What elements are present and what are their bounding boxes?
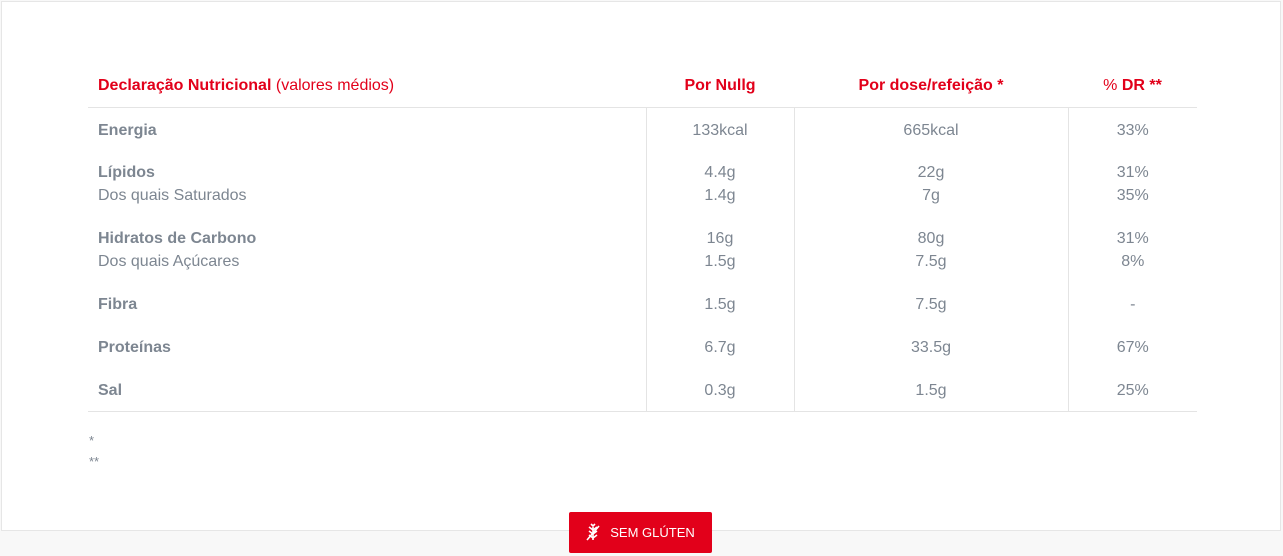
row-label: Sal	[88, 368, 646, 412]
value-dr: 25%	[1067, 368, 1197, 412]
value: 22g	[917, 164, 945, 181]
gluten-free-button[interactable]: SEM GLÚTEN	[569, 512, 712, 553]
sub-nutrient-name: Dos quais Açúcares	[98, 253, 240, 270]
header-per-100g: Por Nullg	[646, 65, 794, 108]
row-label: Energia	[88, 107, 646, 150]
dr-label: DR **	[1121, 76, 1162, 94]
sub-value: 8%	[1121, 253, 1145, 270]
value-per-dose: 1.5g	[793, 368, 1068, 412]
header-dr: % DR **	[1068, 65, 1197, 108]
value-per-dose: 7.5g	[793, 282, 1068, 325]
footnote-1: *	[89, 433, 95, 448]
value-dr: 31% 35%	[1067, 150, 1197, 216]
title-text: Declaração Nutricional	[98, 76, 272, 94]
value: 80g	[917, 230, 945, 247]
sub-value: 35%	[1116, 187, 1149, 204]
value-per-100g: 1.5g	[645, 282, 794, 325]
row-label: Fibra	[88, 282, 646, 325]
value: 16g	[706, 230, 734, 247]
value-per-100g: 4.4g 1.4g	[645, 150, 794, 216]
value-dr: 67%	[1067, 325, 1197, 368]
dr-prefix: %	[1103, 76, 1118, 94]
table-row: Sal 0.3g 1.5g 25%	[88, 368, 1197, 412]
sub-value: 7.5g	[915, 253, 947, 270]
value-dr: 33%	[1067, 107, 1197, 150]
sub-value: 1.5g	[704, 253, 736, 270]
table-row: Hidratos de Carbono Dos quais Açúcares 16…	[88, 216, 1197, 282]
value: 4.4g	[704, 164, 736, 181]
table-row: Fibra 1.5g 7.5g -	[88, 282, 1197, 325]
nutrition-table: Declaração Nutricional (valores médios) …	[88, 65, 1197, 412]
table-header: Declaração Nutricional (valores médios) …	[88, 65, 1197, 108]
sub-value: 7g	[922, 187, 940, 204]
value: 31%	[1116, 230, 1149, 247]
row-label: Hidratos de Carbono Dos quais Açúcares	[88, 216, 646, 282]
gluten-free-icon	[586, 521, 600, 544]
sub-value: 1.4g	[704, 187, 736, 204]
value-dr: 31% 8%	[1067, 216, 1197, 282]
value-per-dose: 80g 7.5g	[793, 216, 1068, 282]
title-note: (valores médios)	[275, 76, 395, 94]
header-per-dose: Por dose/refeição *	[794, 65, 1068, 108]
gluten-free-label: SEM GLÚTEN	[610, 525, 695, 540]
nutrient-name: Fibra	[98, 296, 138, 313]
nutrient-name: Hidratos de Carbono	[98, 230, 257, 247]
value-per-100g: 133kcal	[645, 107, 794, 150]
footnote-2: **	[89, 454, 100, 469]
value-per-100g: 6.7g	[645, 325, 794, 368]
value-per-dose: 33.5g	[793, 325, 1068, 368]
value-per-dose: 22g 7g	[793, 150, 1068, 216]
value-per-100g: 0.3g	[645, 368, 794, 412]
table-row: Proteínas 6.7g 33.5g 67%	[88, 325, 1197, 368]
value-dr: -	[1067, 282, 1197, 325]
nutrient-name: Sal	[98, 382, 123, 399]
value-per-100g: 16g 1.5g	[645, 216, 794, 282]
header-title: Declaração Nutricional (valores médios)	[88, 65, 646, 108]
value-per-dose: 665kcal	[793, 107, 1068, 150]
nutrient-name: Energia	[98, 121, 157, 139]
value: 31%	[1116, 164, 1149, 181]
nutrition-card: Declaração Nutricional (valores médios) …	[1, 1, 1281, 531]
sub-nutrient-name: Dos quais Saturados	[98, 187, 247, 204]
nutrient-name: Lípidos	[98, 164, 155, 181]
table-row: Energia 133kcal 665kcal 33%	[88, 107, 1197, 150]
row-label: Proteínas	[88, 325, 646, 368]
nutrient-name: Proteínas	[98, 339, 171, 356]
row-label: Lípidos Dos quais Saturados	[88, 150, 646, 216]
table-row: Lípidos Dos quais Saturados 4.4g 1.4g 22g 7…	[88, 150, 1197, 216]
